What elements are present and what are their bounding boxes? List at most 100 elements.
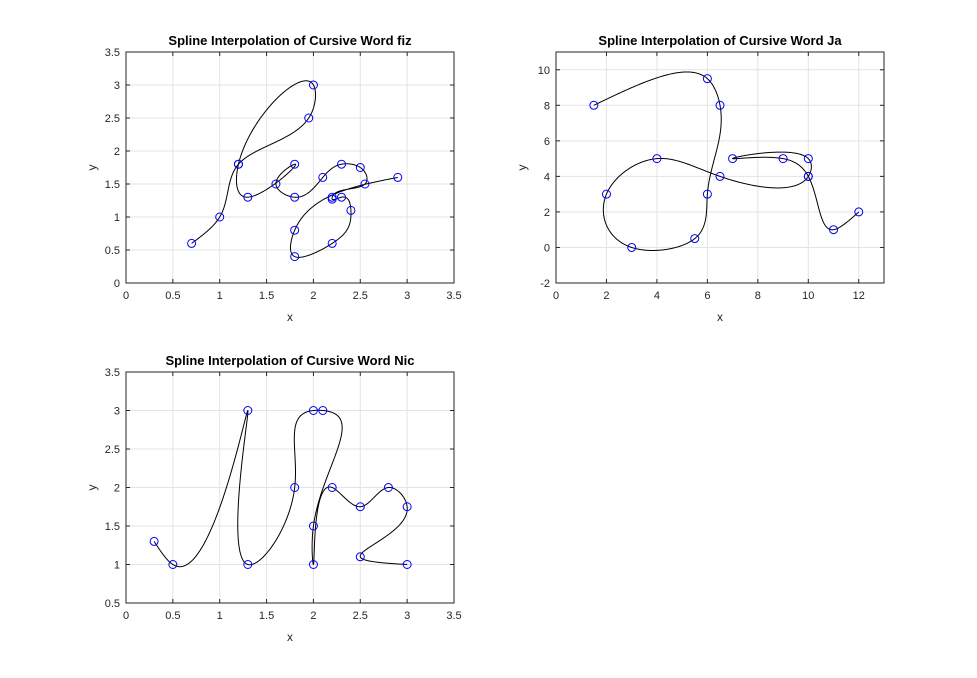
x-tick-label: 10 bbox=[802, 290, 814, 302]
data-point-marker bbox=[393, 172, 403, 182]
data-point-marker bbox=[290, 159, 300, 169]
data-point-marker bbox=[243, 192, 253, 202]
data-point-marker bbox=[690, 234, 700, 244]
data-point-marker bbox=[304, 113, 314, 123]
y-tick-label: -2 bbox=[540, 278, 550, 290]
data-point-marker bbox=[589, 100, 599, 110]
data-point-marker bbox=[337, 192, 347, 202]
x-tick-label: 3 bbox=[404, 290, 410, 302]
x-tick-label: 2 bbox=[603, 290, 609, 302]
y-tick-label: 2.5 bbox=[105, 444, 120, 456]
chart-title: Spline Interpolation of Cursive Word fiz bbox=[168, 33, 412, 48]
x-axis-label: x bbox=[287, 310, 293, 324]
x-tick-label: 3.5 bbox=[446, 290, 461, 302]
data-point-marker bbox=[290, 252, 300, 262]
data-point-marker bbox=[346, 205, 356, 215]
y-tick-label: 0.5 bbox=[105, 598, 120, 610]
data-point-marker bbox=[778, 154, 788, 164]
axes-box bbox=[125, 51, 455, 284]
data-point-marker bbox=[215, 212, 225, 222]
chart-title: Spline Interpolation of Cursive Word Ja bbox=[598, 33, 842, 48]
x-tick-label: 1 bbox=[217, 290, 223, 302]
data-point-marker bbox=[308, 406, 318, 415]
data-point-marker bbox=[243, 406, 253, 415]
y-tick-label: 2.5 bbox=[105, 113, 120, 125]
x-tick-label: 3 bbox=[404, 610, 410, 622]
data-point-marker bbox=[360, 179, 370, 189]
y-axis-label: y bbox=[85, 165, 99, 171]
data-point-marker bbox=[243, 560, 253, 569]
y-tick-label: 4 bbox=[544, 171, 550, 183]
x-tick-label: 1 bbox=[217, 610, 223, 622]
data-point-marker bbox=[308, 80, 318, 90]
y-tick-label: 10 bbox=[538, 65, 550, 77]
x-tick-label: 3.5 bbox=[446, 610, 461, 622]
data-point-marker bbox=[290, 192, 300, 202]
data-point-marker bbox=[327, 483, 337, 492]
x-tick-label: 0.5 bbox=[165, 290, 180, 302]
data-point-marker bbox=[803, 171, 813, 181]
data-point-marker bbox=[327, 194, 337, 204]
data-point-marker bbox=[290, 225, 300, 235]
data-point-marker bbox=[715, 171, 725, 181]
data-point-marker bbox=[854, 207, 864, 217]
data-point-marker bbox=[702, 189, 712, 199]
y-tick-label: 3 bbox=[114, 406, 120, 418]
chart-title: Spline Interpolation of Cursive Word Nic bbox=[166, 353, 415, 368]
data-point-marker bbox=[355, 502, 365, 512]
subplot-fiz: 0 0.5 1 1.5 2 2.5 3 3.5 0 0.5 1 1.5 2 2.5 3 3.5 Spline I… bbox=[85, 33, 462, 324]
y-tick-label: 1.5 bbox=[105, 521, 120, 533]
x-tick-label: 2.5 bbox=[353, 610, 368, 622]
x-tick-label: 2 bbox=[310, 290, 316, 302]
x-tick-label: 0 bbox=[123, 610, 129, 622]
data-point-marker bbox=[728, 154, 738, 164]
data-point-marker bbox=[627, 242, 637, 252]
data-point-marker bbox=[308, 560, 318, 569]
y-tick-label: 2 bbox=[114, 483, 120, 495]
data-point-marker bbox=[233, 159, 243, 169]
x-tick-label: 0 bbox=[123, 290, 129, 302]
data-point-marker bbox=[803, 154, 813, 164]
x-tick-label: 0.5 bbox=[165, 610, 180, 622]
data-point-marker bbox=[271, 179, 281, 189]
x-tick-label: 2 bbox=[310, 610, 316, 622]
data-point-marker bbox=[652, 154, 662, 164]
plot-area bbox=[126, 52, 454, 283]
data-point-marker bbox=[308, 521, 318, 531]
y-tick-label: 3.5 bbox=[105, 47, 120, 59]
spline-curve bbox=[153, 409, 408, 568]
y-tick-label: 0 bbox=[544, 242, 550, 254]
axes-box bbox=[555, 51, 885, 284]
x-tick-label: 1.5 bbox=[259, 290, 274, 302]
data-point-marker bbox=[290, 483, 300, 492]
data-point-marker bbox=[829, 225, 839, 235]
data-point-marker bbox=[355, 163, 365, 172]
plot-area bbox=[556, 52, 884, 283]
data-point-marker bbox=[355, 552, 365, 562]
spline-curve bbox=[191, 80, 398, 258]
data-point-marker bbox=[168, 560, 178, 569]
x-tick-label: 4 bbox=[654, 290, 660, 302]
x-tick-label: 8 bbox=[755, 290, 761, 302]
y-axis-label: y bbox=[85, 485, 99, 491]
data-point-marker bbox=[383, 483, 393, 492]
data-point-marker bbox=[702, 74, 712, 84]
y-tick-label: 0.5 bbox=[105, 245, 120, 257]
y-tick-label: 3 bbox=[114, 80, 120, 92]
x-axis-label: x bbox=[717, 310, 723, 324]
data-point-marker bbox=[402, 502, 412, 512]
y-tick-label: 2 bbox=[114, 146, 120, 158]
data-point-marker bbox=[402, 560, 412, 569]
y-tick-label: 2 bbox=[544, 207, 550, 219]
data-point-marker bbox=[337, 159, 347, 169]
x-axis-label: x bbox=[287, 630, 293, 644]
x-tick-label: 6 bbox=[704, 290, 710, 302]
y-tick-label: 1 bbox=[114, 212, 120, 224]
spline-curve bbox=[593, 71, 860, 251]
x-tick-label: 2.5 bbox=[353, 290, 368, 302]
y-tick-label: 6 bbox=[544, 136, 550, 148]
data-point-marker bbox=[318, 172, 328, 182]
